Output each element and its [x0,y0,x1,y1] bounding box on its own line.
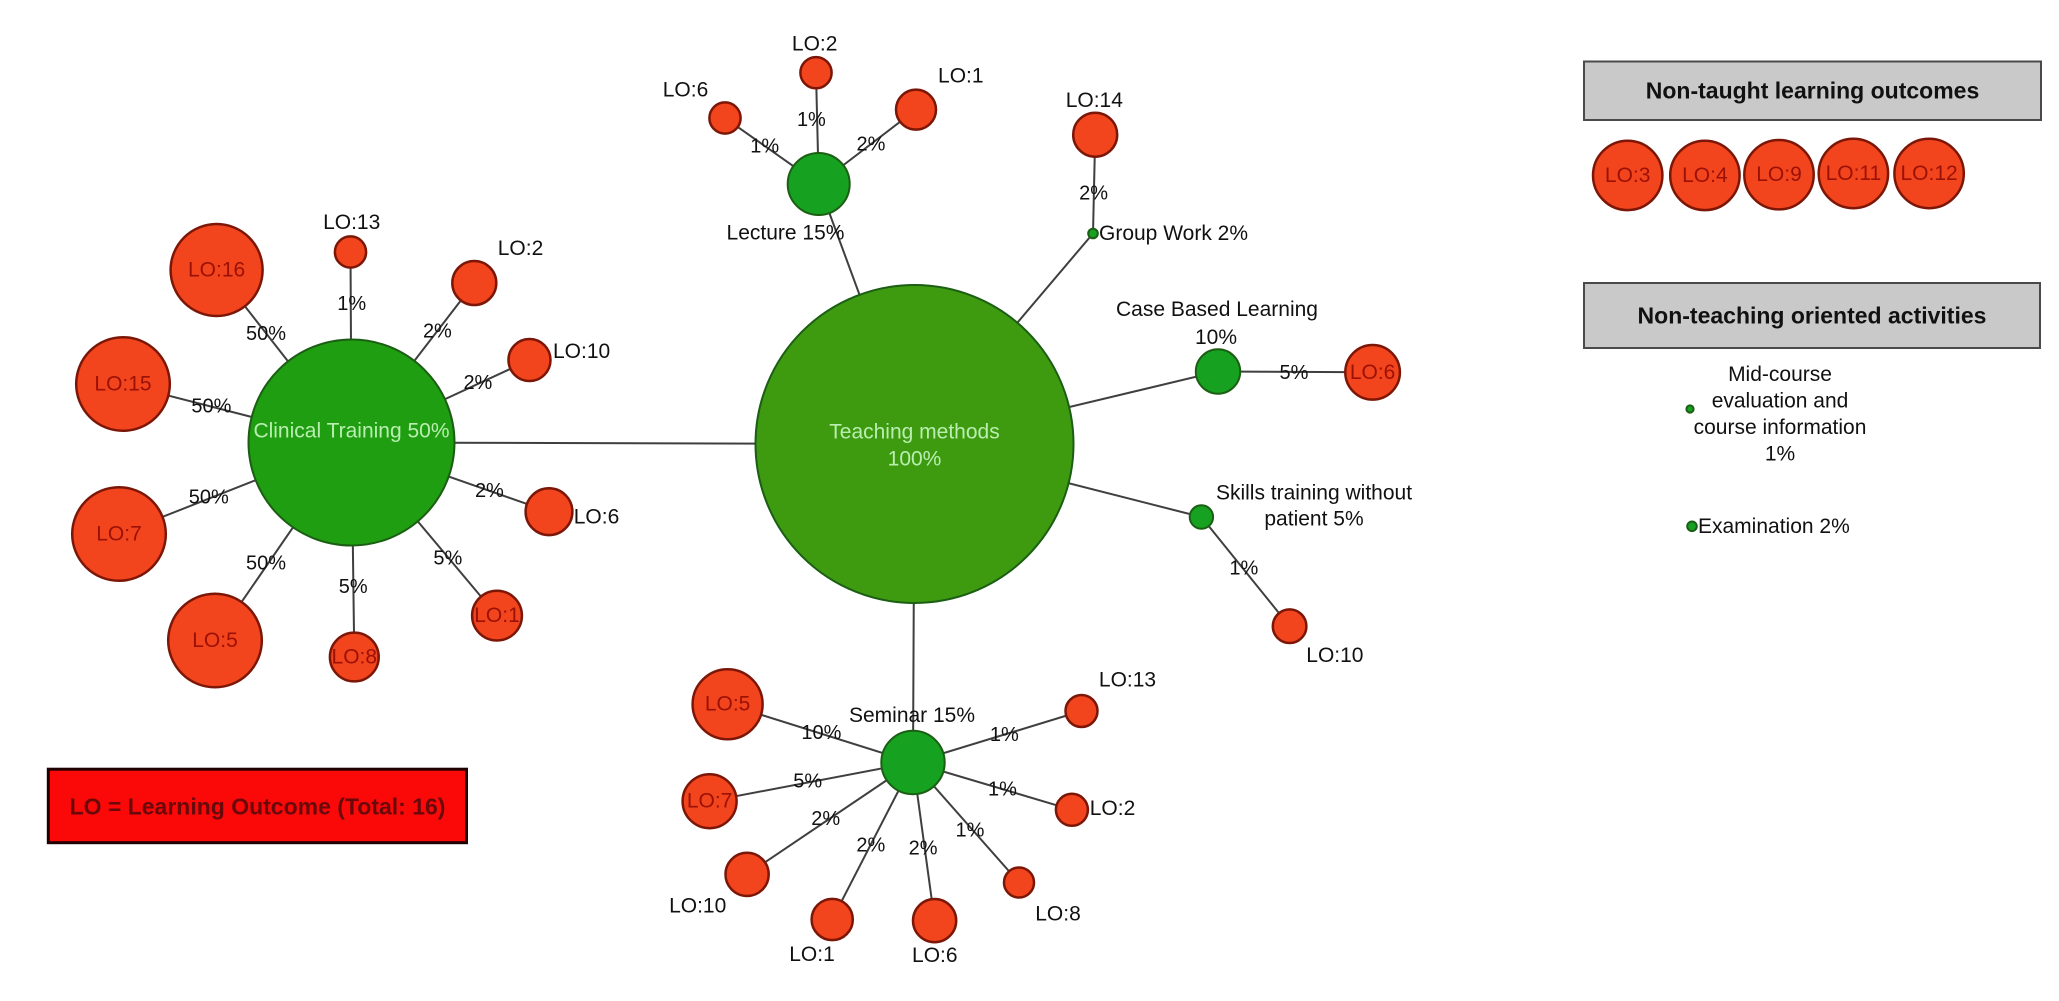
svg-text:LO:6: LO:6 [663,79,709,102]
svg-text:2%: 2% [1079,183,1108,205]
svg-text:5%: 5% [1280,362,1309,384]
svg-text:Examination 2%: Examination 2% [1698,515,1850,538]
svg-text:Group Work 2%: Group Work 2% [1099,222,1248,245]
svg-text:LO:6: LO:6 [574,505,620,528]
svg-text:2%: 2% [475,480,504,502]
svg-text:LO:7: LO:7 [96,523,142,546]
svg-text:LO:8: LO:8 [1035,903,1081,926]
svg-text:Non-taught learning outcomes: Non-taught learning outcomes [1646,78,1980,104]
svg-text:1%: 1% [1765,443,1795,466]
svg-text:1%: 1% [337,293,366,315]
svg-text:Lecture 15%: Lecture 15% [727,222,845,245]
svg-text:2%: 2% [463,372,492,394]
svg-text:LO:9: LO:9 [1756,163,1802,186]
svg-text:5%: 5% [433,547,462,569]
svg-text:50%: 50% [189,487,229,509]
svg-text:Case Based Learning: Case Based Learning [1116,298,1318,321]
svg-text:LO:12: LO:12 [1900,162,1957,185]
svg-text:LO:2: LO:2 [792,33,838,56]
svg-text:1%: 1% [1229,558,1258,580]
svg-text:5%: 5% [793,770,822,792]
svg-text:5%: 5% [339,576,368,598]
svg-text:LO:11: LO:11 [1826,162,1882,185]
svg-text:1%: 1% [990,724,1019,746]
svg-text:LO:6: LO:6 [912,944,958,967]
svg-text:1%: 1% [988,779,1017,801]
svg-text:LO:13: LO:13 [1099,669,1156,692]
svg-text:LO:14: LO:14 [1066,89,1124,112]
svg-text:1%: 1% [797,109,826,131]
svg-text:10%: 10% [801,722,841,744]
svg-text:2%: 2% [811,808,840,830]
svg-text:LO = Learning Outcome (Total:: LO = Learning Outcome (Total: 16) [70,794,446,820]
svg-text:1%: 1% [956,819,985,841]
svg-text:Clinical Training 50%: Clinical Training 50% [253,420,449,443]
svg-text:LO:10: LO:10 [669,894,726,917]
svg-text:course information: course information [1694,416,1867,439]
svg-text:2%: 2% [857,134,886,156]
svg-text:Skills training without: Skills training without [1216,482,1412,505]
svg-text:LO:1: LO:1 [789,943,835,966]
svg-text:LO:3: LO:3 [1605,164,1651,187]
svg-text:LO:10: LO:10 [553,340,610,363]
svg-text:LO:5: LO:5 [705,693,751,716]
svg-text:LO:6: LO:6 [1350,361,1396,384]
svg-text:LO:8: LO:8 [332,646,378,669]
svg-text:LO:16: LO:16 [188,259,245,282]
svg-text:100%: 100% [888,448,942,471]
svg-text:1%: 1% [750,136,779,158]
svg-text:Non-teaching oriented activiti: Non-teaching oriented activities [1638,303,1987,329]
svg-text:2%: 2% [856,835,885,857]
svg-text:LO:4: LO:4 [1682,164,1728,187]
svg-text:patient 5%: patient 5% [1264,508,1363,531]
svg-text:LO:1: LO:1 [474,604,520,627]
svg-text:LO:1: LO:1 [938,64,984,87]
svg-text:Mid-course: Mid-course [1728,363,1832,386]
svg-text:LO:15: LO:15 [94,373,151,396]
svg-text:50%: 50% [246,323,286,345]
svg-text:LO:2: LO:2 [1090,797,1136,820]
svg-text:50%: 50% [191,396,231,418]
svg-text:LO:10: LO:10 [1306,644,1363,667]
svg-text:LO:13: LO:13 [323,211,380,234]
svg-text:evaluation and: evaluation and [1712,389,1849,412]
svg-text:2%: 2% [909,837,938,859]
svg-text:2%: 2% [423,320,452,342]
svg-text:LO:2: LO:2 [498,237,544,260]
svg-text:Teaching methods: Teaching methods [829,421,999,444]
svg-text:10%: 10% [1195,326,1237,349]
svg-text:50%: 50% [246,553,286,575]
svg-text:LO:7: LO:7 [687,790,733,813]
svg-text:LO:5: LO:5 [192,629,238,652]
svg-text:Seminar 15%: Seminar 15% [849,704,975,727]
